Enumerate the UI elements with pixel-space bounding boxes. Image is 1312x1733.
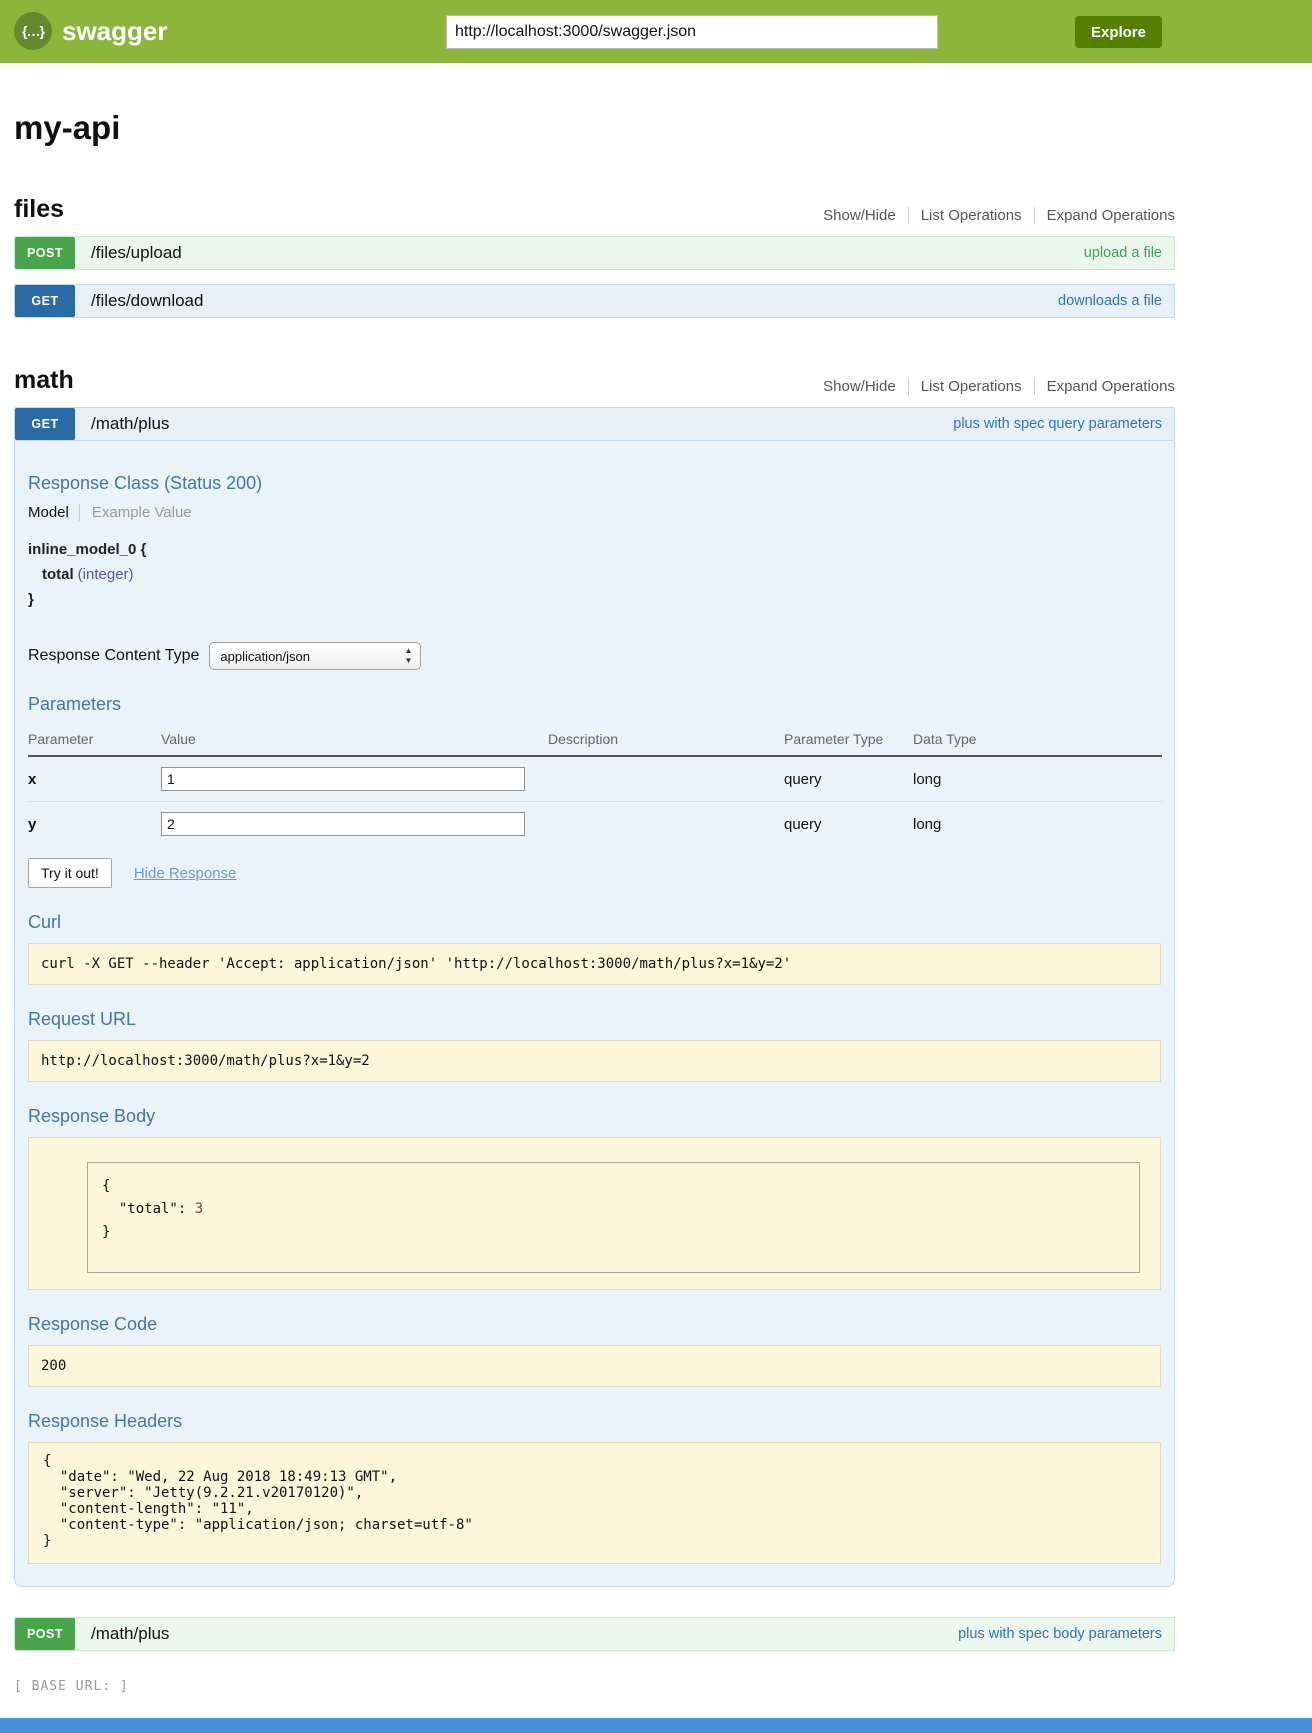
show-hide-link[interactable]: Show/Hide [823,378,896,395]
method-badge-get: GET [15,285,75,317]
param-description [548,756,784,802]
try-it-out-button[interactable]: Try it out! [28,858,112,888]
response-content-type-label: Response Content Type [28,647,200,664]
operation-math-get: GET /math/plus plus with spec query para… [14,407,1175,1587]
param-name: x [28,756,161,802]
model-property-name: total [42,566,74,583]
parameters-table: Parameter Value Description Parameter Ty… [28,725,1162,846]
curl-command: curl -X GET --header 'Accept: applicatio… [28,943,1161,985]
explore-button[interactable]: Explore [1074,16,1162,48]
select-arrows-icon: ▲ ▼ [404,646,413,665]
response-code-heading: Response Code [28,1314,158,1334]
operation-row-files-download[interactable]: GET /files/download downloads a file [14,284,1175,318]
swagger-brand-link[interactable]: {…} swagger [14,12,168,50]
tab-model[interactable]: Model [28,504,69,521]
col-parameter: Parameter [28,725,161,757]
parameters-heading: Parameters [28,694,122,714]
operation-detail-panel: Response Class (Status 200) Model Exampl… [14,441,1175,1587]
method-badge-post: POST [15,237,75,269]
list-operations-link[interactable]: List Operations [907,378,1022,395]
method-badge-get: GET [15,408,75,440]
api-url-input[interactable] [446,15,938,49]
swagger-logo-icon: {…} [14,12,52,50]
hide-response-link[interactable]: Hide Response [133,864,237,882]
bottom-bar [0,1718,1312,1733]
tab-example-value[interactable]: Example Value [78,504,192,521]
section-title-files[interactable]: files [14,195,65,223]
response-headers-heading: Response Headers [28,1411,183,1431]
operation-path[interactable]: /math/plus [91,1624,170,1643]
section-files: files Show/Hide List Operations Expand Ope… [14,195,1175,318]
col-value: Value [161,725,548,757]
operation-path[interactable]: /files/download [91,291,204,310]
curl-heading: Curl [28,912,62,932]
request-url-heading: Request URL [28,1009,137,1029]
param-data-type: long [913,815,942,833]
operation-summary-link[interactable]: upload a file [1083,245,1162,261]
show-hide-link[interactable]: Show/Hide [823,207,896,224]
param-name: y [28,815,37,833]
method-badge-post: POST [15,1618,75,1650]
param-description [548,802,784,847]
model-signature: inline_model_0 { total (integer) } [28,541,147,608]
response-content-type-select[interactable]: application/json ▲ ▼ [209,642,422,670]
param-type: query [784,815,822,833]
app-header: {…} swagger Explore [0,0,1312,63]
operation-path[interactable]: /files/upload [91,243,182,262]
param-type: query [784,756,913,802]
content-wrap: my-api files Show/Hide List Operations Exp… [14,109,1175,1694]
param-y-input[interactable] [161,812,525,836]
section-title-math[interactable]: math [14,366,74,394]
operation-path[interactable]: /math/plus [91,414,170,433]
expand-operations-link[interactable]: Expand Operations [1033,207,1175,224]
operation-row-math-post[interactable]: POST /math/plus plus with spec body para… [14,1617,1175,1651]
param-data-type: long [913,756,1162,802]
base-url-footer: [ BASE URL: ] [14,1679,129,1694]
col-parameter-type: Parameter Type [784,725,913,757]
section-math: math Show/Hide List Operations Expand Oper… [14,366,1175,1651]
parameters-header-row: Parameter Value Description Parameter Ty… [28,725,1162,757]
section-controls-files: Show/Hide List Operations Expand Operation… [823,207,1175,224]
brand-title: swagger [62,15,168,46]
param-x-input[interactable] [161,767,525,791]
model-property-type: (integer) [77,566,134,583]
operation-row-files-upload[interactable]: POST /files/upload upload a file [14,236,1175,270]
col-description: Description [548,725,784,757]
param-row-x: x query long [28,756,1162,802]
operation-row-math-get[interactable]: GET /math/plus plus with spec query para… [14,407,1175,441]
page-title: my-api [14,109,121,146]
list-operations-link[interactable]: List Operations [907,207,1022,224]
model-tabs: Model Example Value [28,504,1161,521]
operation-summary-link[interactable]: plus with spec body parameters [958,1626,1162,1642]
operation-summary-link[interactable]: downloads a file [1058,293,1162,309]
response-body-number: 3 [194,1201,204,1217]
request-url-value: http://localhost:3000/math/plus?x=1&y=2 [28,1040,1161,1082]
col-data-type: Data Type [913,725,1162,757]
response-headers-block: { "date": "Wed, 22 Aug 2018 18:49:13 GMT… [28,1442,1161,1564]
response-body-block: { "total": 3 } [28,1137,1161,1290]
expand-operations-link[interactable]: Expand Operations [1033,378,1175,395]
param-row-y: y query long [28,802,1162,847]
response-code-value: 200 [28,1345,1161,1387]
section-controls-math: Show/Hide List Operations Expand Operation… [823,378,1175,395]
response-body-heading: Response Body [28,1106,156,1126]
operation-summary-link[interactable]: plus with spec query parameters [953,416,1162,432]
response-class-heading: Response Class (Status 200) [28,473,263,493]
